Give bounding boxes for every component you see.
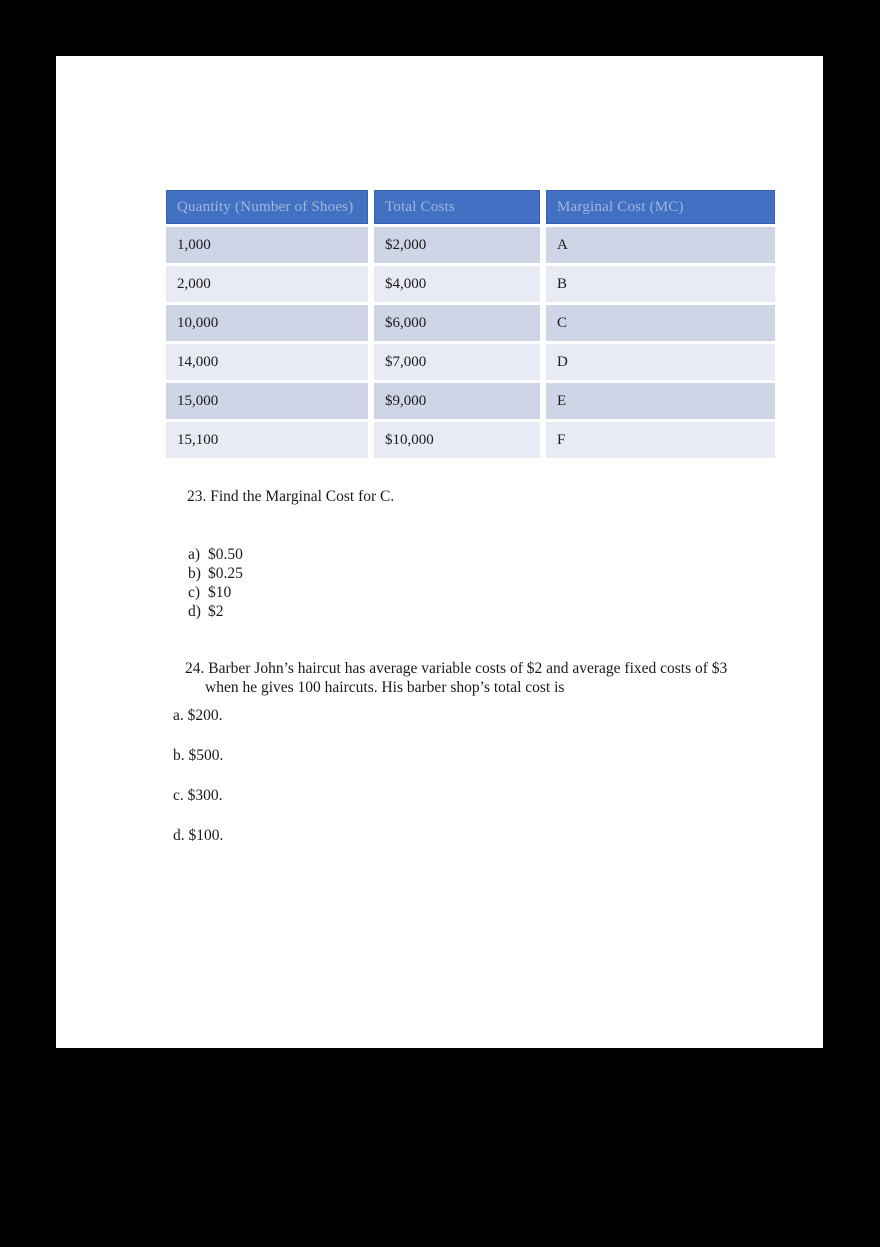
- table-cell: B: [546, 266, 775, 302]
- table-cell: 14,000: [166, 344, 368, 380]
- option-label: a): [188, 546, 201, 563]
- table-cell: $9,000: [374, 383, 540, 419]
- header-cell-quantity: Quantity (Number of Shoes): [166, 190, 368, 224]
- table-cell: 1,000: [166, 227, 368, 263]
- document-page: Quantity (Number of Shoes) Total Costs M…: [56, 56, 823, 1048]
- table-cell: $4,000: [374, 266, 540, 302]
- table-cell: $6,000: [374, 305, 540, 341]
- option-label: d): [188, 603, 201, 620]
- question-24-line-2: when he gives 100 haircuts. His barber s…: [205, 679, 565, 696]
- option-value: $2: [208, 603, 224, 620]
- table-cell: D: [546, 344, 775, 380]
- question-23-option-c: c) $10: [188, 583, 243, 602]
- question-23-option-d: d) $2: [188, 602, 243, 621]
- header-cell-marginal-cost: Marginal Cost (MC): [546, 190, 775, 224]
- question-23-option-b: b) $0.25: [188, 564, 243, 583]
- costs-table: Quantity (Number of Shoes) Total Costs M…: [166, 190, 775, 458]
- option-label: c): [188, 584, 201, 601]
- table-cell: $10,000: [374, 422, 540, 458]
- question-24-text: 24. Barber John’s haircut has average va…: [185, 659, 727, 697]
- table-cell: 15,000: [166, 383, 368, 419]
- table-cell: C: [546, 305, 775, 341]
- option-value: $0.50: [208, 546, 243, 563]
- question-24-options: a. $200. b. $500. c. $300. d. $100.: [173, 706, 223, 866]
- question-24-option-b: b. $500.: [173, 747, 224, 764]
- option-value: $0.25: [208, 565, 243, 582]
- question-24-line-1: 24. Barber John’s haircut has average va…: [185, 660, 728, 677]
- option-value: $10: [208, 584, 232, 601]
- table-cell: 10,000: [166, 305, 368, 341]
- question-24-option-c: c. $300.: [173, 787, 223, 804]
- table-cell: F: [546, 422, 775, 458]
- header-cell-total-costs: Total Costs: [374, 190, 540, 224]
- table-cell: E: [546, 383, 775, 419]
- table-cell: A: [546, 227, 775, 263]
- question-23-option-a: a) $0.50: [188, 545, 243, 564]
- question-23-text: 23. Find the Marginal Cost for C.: [187, 488, 395, 505]
- question-24-option-d: d. $100.: [173, 827, 224, 844]
- table-cell: 15,100: [166, 422, 368, 458]
- question-24-option-a: a. $200.: [173, 707, 223, 724]
- table-cell: 2,000: [166, 266, 368, 302]
- question-23-options: a) $0.50 b) $0.25 c) $10 d) $2: [188, 545, 243, 621]
- option-label: b): [188, 565, 201, 582]
- table-cell: $2,000: [374, 227, 540, 263]
- table-cell: $7,000: [374, 344, 540, 380]
